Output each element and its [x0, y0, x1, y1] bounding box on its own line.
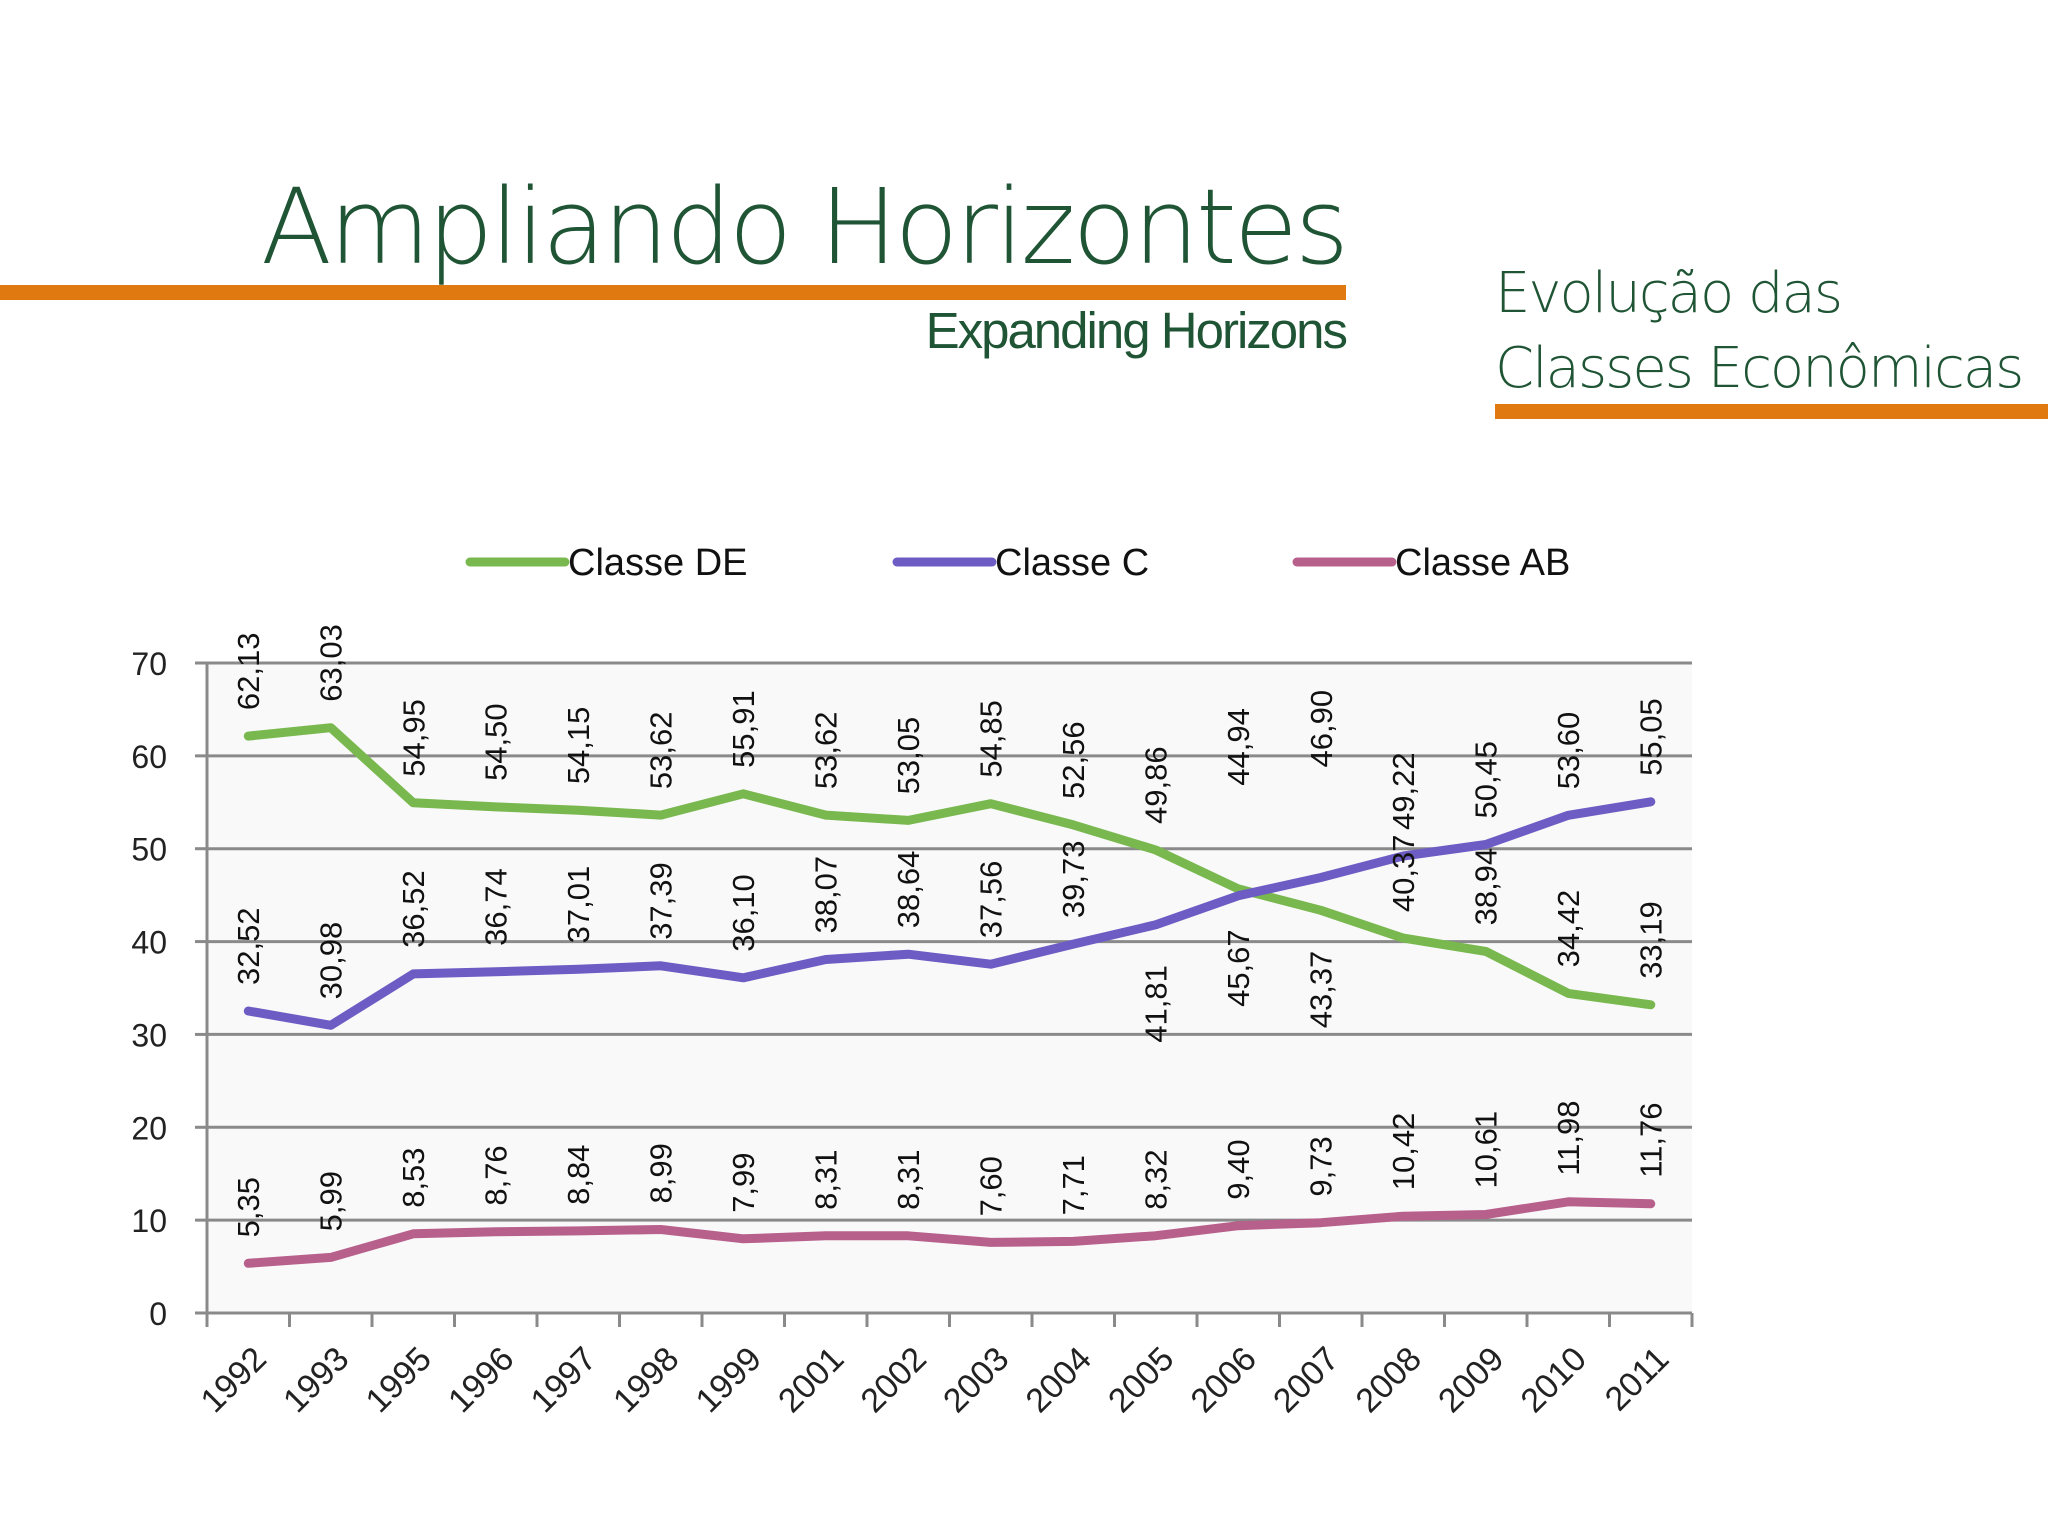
x-tick-label: 2009 [1431, 1340, 1511, 1420]
data-label: 8,99 [644, 1143, 679, 1203]
data-label: 50,45 [1469, 741, 1504, 819]
data-label: 36,52 [396, 870, 431, 948]
data-label: 36,74 [479, 868, 514, 946]
data-label: 11,76 [1634, 1103, 1669, 1178]
data-label: 53,60 [1551, 712, 1586, 790]
data-label: 8,31 [809, 1149, 844, 1209]
data-label: 53,05 [891, 717, 926, 795]
data-label: 34,42 [1551, 890, 1586, 968]
plot-area [207, 663, 1692, 1313]
data-label: 38,94 [1469, 848, 1504, 926]
data-label: 5,35 [231, 1177, 266, 1237]
legend-label: Classe C [995, 542, 1149, 584]
data-label: 8,31 [891, 1149, 926, 1209]
data-label: 7,71 [1056, 1155, 1091, 1215]
data-label: 10,42 [1386, 1113, 1421, 1191]
x-tick-label: 1992 [194, 1340, 274, 1420]
x-tick-label: 2005 [1101, 1340, 1181, 1420]
data-label: 62,13 [231, 633, 266, 711]
y-tick-label: 10 [131, 1203, 167, 1239]
data-label: 52,56 [1056, 721, 1091, 799]
x-tick-label: 1996 [441, 1340, 521, 1420]
legend-label: Classe AB [1395, 542, 1570, 584]
section-title-line1: Evolução das [1495, 261, 1843, 326]
data-label: 30,98 [314, 922, 349, 1000]
y-tick-label: 60 [131, 739, 167, 775]
data-label: 43,37 [1304, 951, 1339, 1029]
x-tick-label: 1997 [524, 1340, 604, 1420]
x-tick-label: 1993 [276, 1340, 356, 1420]
data-label: 9,73 [1304, 1136, 1339, 1196]
data-label: 10,61 [1469, 1111, 1504, 1189]
series-line-classe-de [243, 723, 1656, 1010]
data-label: 37,01 [561, 866, 596, 944]
section-title: Evolução das Classes Econômicas [1495, 256, 2024, 406]
data-label: 32,52 [231, 907, 266, 985]
data-label: 38,64 [891, 851, 926, 929]
data-label: 38,07 [809, 856, 844, 934]
data-label: 49,86 [1139, 746, 1174, 824]
x-tick-label: 2010 [1514, 1340, 1594, 1420]
y-tick-label: 0 [149, 1296, 167, 1332]
x-tick-label: 1995 [359, 1340, 439, 1420]
x-tick-label: 1999 [689, 1340, 769, 1420]
data-label: 7,99 [726, 1152, 761, 1212]
y-tick-label: 40 [131, 925, 167, 961]
y-tick-label: 50 [131, 832, 167, 868]
data-label: 5,99 [314, 1171, 349, 1231]
data-label: 40,37 [1386, 835, 1421, 913]
data-label: 8,53 [396, 1147, 431, 1207]
data-label: 36,10 [726, 874, 761, 952]
data-label: 54,50 [479, 703, 514, 781]
page-subtitle: Expanding Horizons [925, 302, 1348, 359]
page-title: Ampliando Horizontes [260, 166, 1349, 288]
x-tick-label: 2006 [1184, 1340, 1264, 1420]
data-label: 54,85 [974, 700, 1009, 778]
x-tick-label: 2002 [854, 1340, 934, 1420]
data-label: 41,81 [1139, 965, 1174, 1043]
data-label: 54,95 [396, 699, 431, 777]
x-tick-label: 1998 [606, 1340, 686, 1420]
data-label: 54,15 [561, 707, 596, 785]
data-label: 11,98 [1551, 1100, 1586, 1175]
legend-label: Classe DE [568, 542, 748, 584]
data-label: 53,62 [644, 712, 679, 790]
series-line-classe-ab [243, 1197, 1656, 1268]
x-tick-label: 2004 [1019, 1340, 1099, 1420]
x-tick-label: 2008 [1349, 1340, 1429, 1420]
x-tick-label: 2007 [1266, 1340, 1346, 1420]
data-label: 39,73 [1056, 841, 1091, 919]
data-label: 37,56 [974, 861, 1009, 939]
data-label: 45,67 [1221, 929, 1256, 1007]
data-label: 33,19 [1634, 901, 1669, 979]
data-label: 46,90 [1304, 690, 1339, 768]
data-label: 9,40 [1221, 1139, 1256, 1199]
data-label: 8,32 [1139, 1149, 1174, 1209]
data-label: 55,05 [1634, 698, 1669, 776]
section-title-line2: Classes Econômicas [1495, 336, 2024, 401]
data-label: 8,76 [479, 1145, 514, 1205]
data-label: 63,03 [314, 624, 349, 702]
y-tick-label: 30 [131, 1017, 167, 1053]
data-label: 55,91 [726, 690, 761, 768]
data-label: 37,39 [644, 862, 679, 940]
data-label: 7,60 [974, 1156, 1009, 1216]
data-label: 49,22 [1386, 752, 1421, 830]
x-tick-label: 2003 [936, 1340, 1016, 1420]
title-accent-rule [0, 285, 1346, 300]
series-line-classe-c [243, 797, 1656, 1030]
data-label: 8,84 [561, 1145, 596, 1205]
x-tick-label: 2011 [1598, 1340, 1677, 1419]
data-label: 44,94 [1221, 708, 1256, 786]
section-accent-rule [1495, 404, 2048, 419]
x-tick-label: 2001 [771, 1340, 851, 1420]
y-tick-label: 20 [131, 1110, 167, 1146]
data-label: 53,62 [809, 712, 844, 790]
y-tick-label: 70 [131, 646, 167, 682]
